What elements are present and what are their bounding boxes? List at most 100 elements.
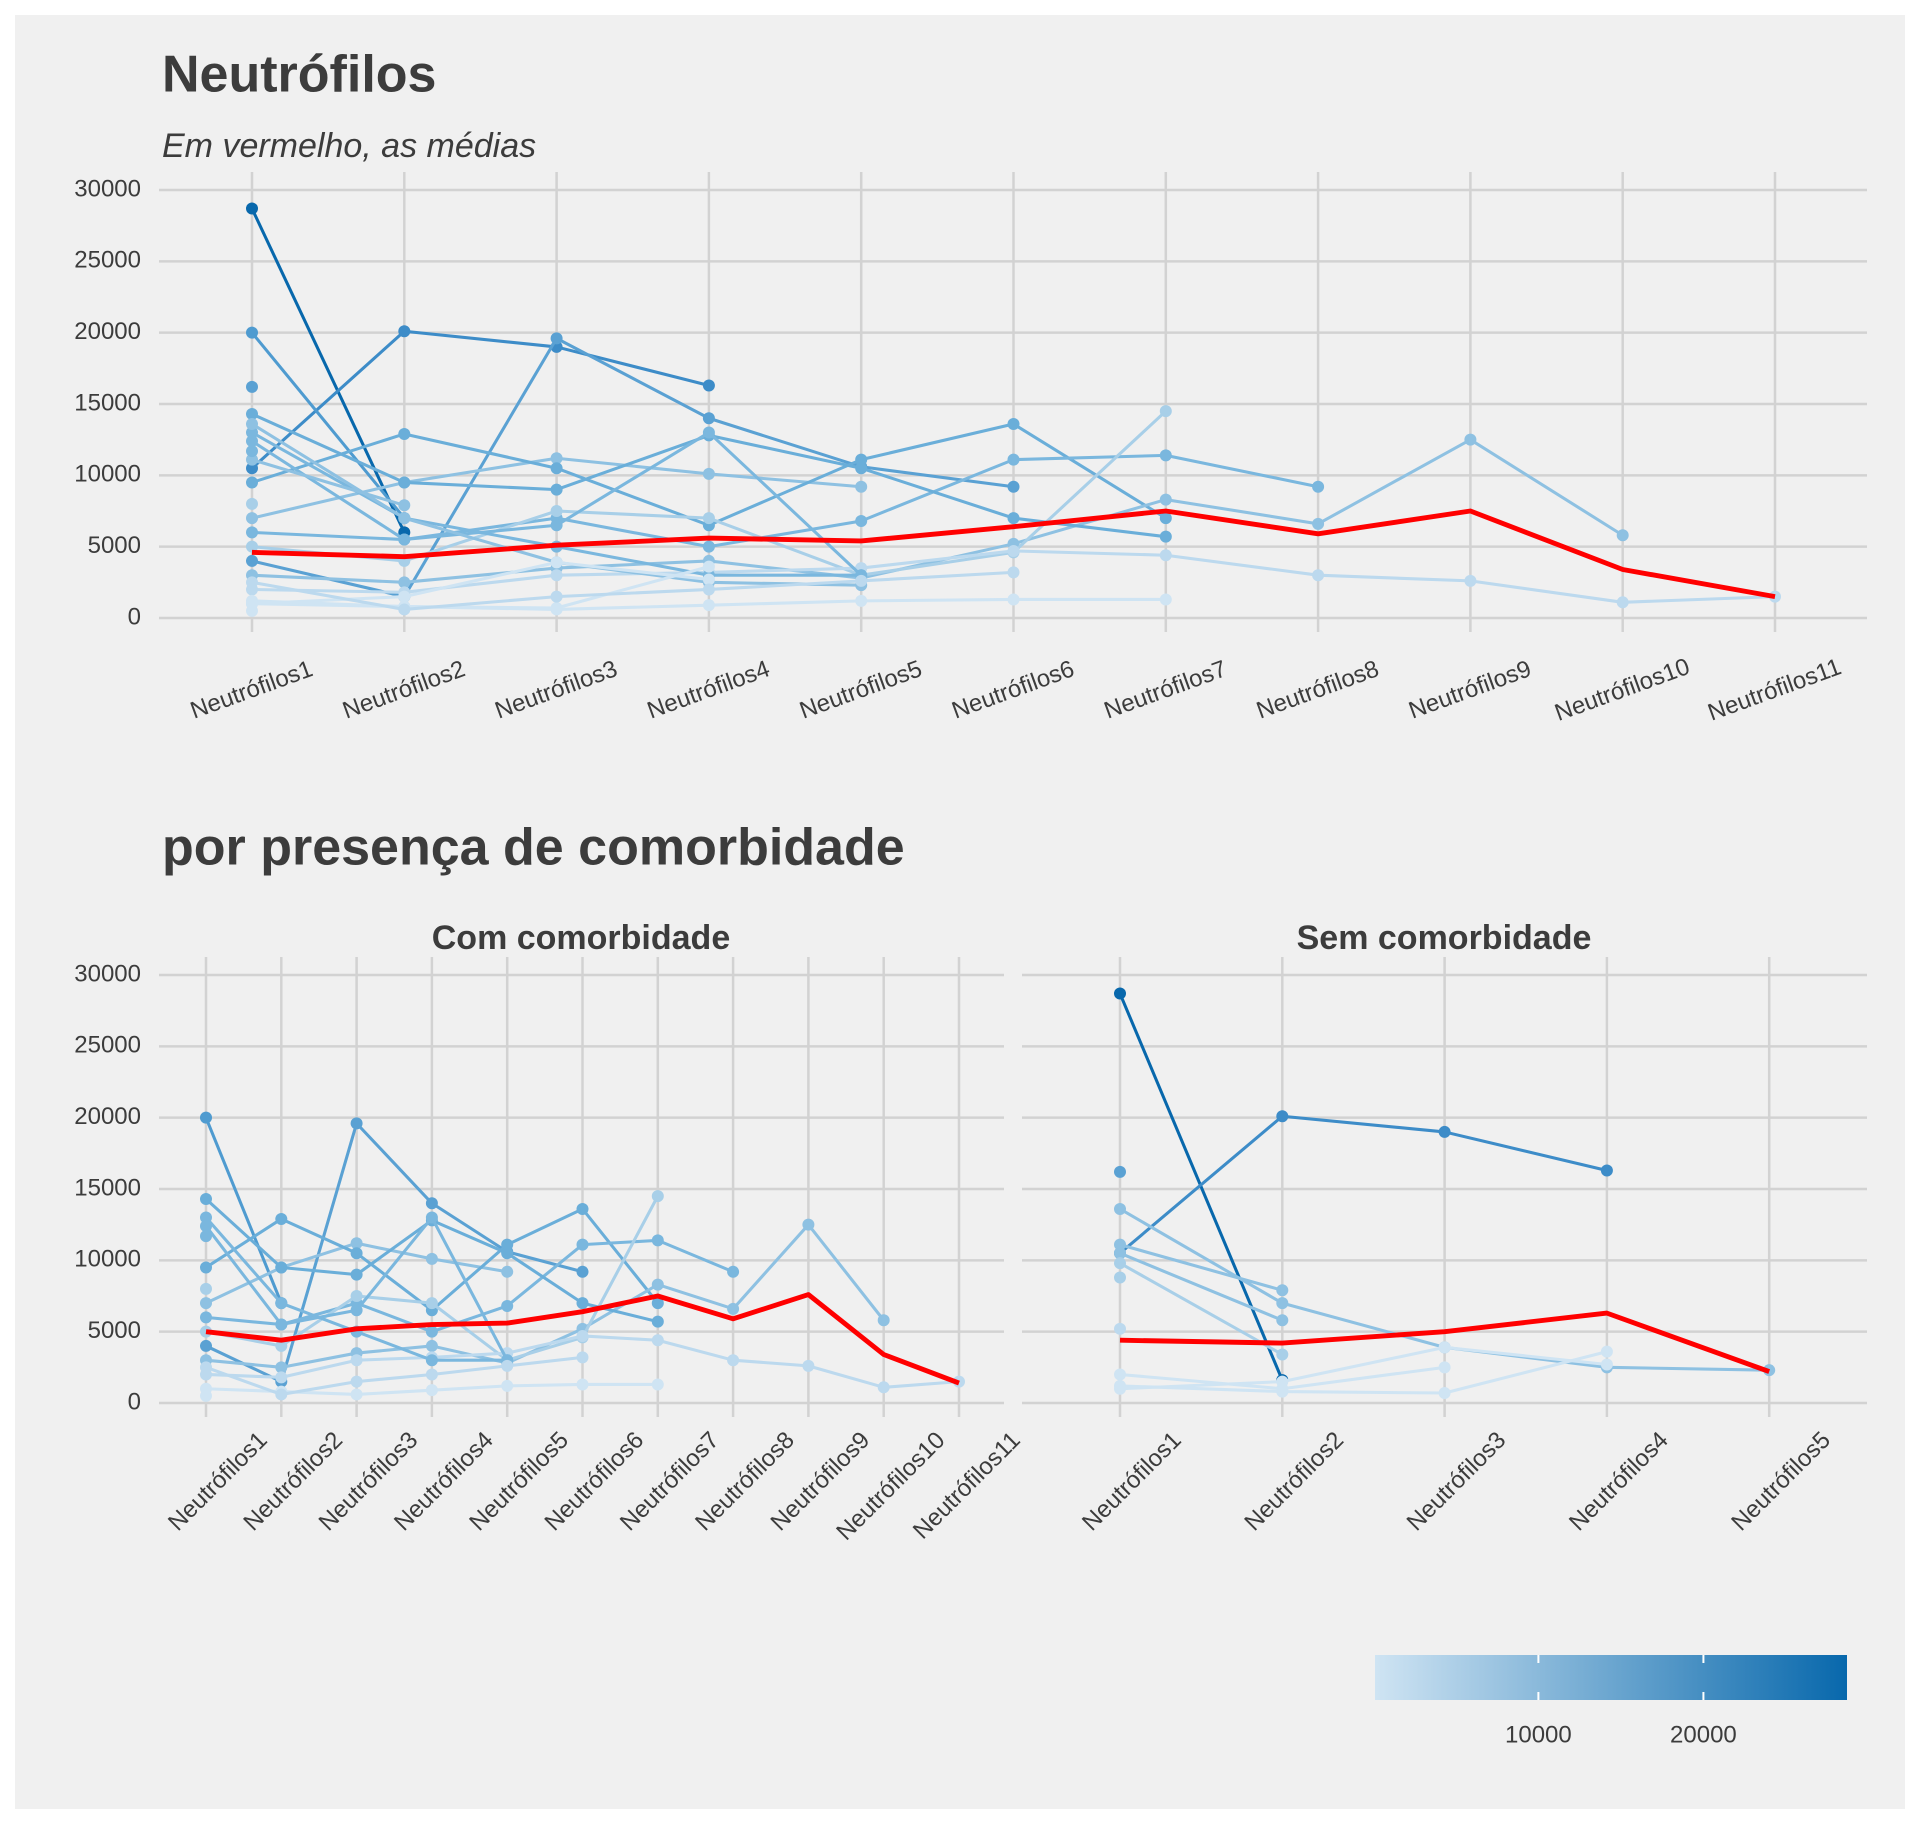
point [1464,433,1477,446]
point [1276,1348,1289,1361]
point [1159,405,1172,418]
line [1119,1243,1283,1292]
point [1007,480,1020,493]
series [1114,1322,1126,1335]
y-tick-label: 10000 [74,1246,141,1273]
point [727,1302,740,1315]
point [550,556,563,569]
point [246,435,258,448]
section-title: por presença de comorbidade [162,819,905,877]
y-tick-label: 20000 [74,1103,141,1130]
line [251,560,710,606]
point [501,1379,514,1392]
point [246,497,258,510]
point [1007,512,1020,525]
point [576,1265,589,1278]
point [501,1265,514,1278]
point [501,1359,514,1372]
point [350,1268,363,1281]
facet-title: Com comorbidade [432,919,730,957]
point [246,554,258,567]
point [550,452,563,465]
point [246,576,258,589]
point [350,1237,363,1250]
point [425,1252,438,1265]
point [246,445,258,458]
series [246,566,1020,616]
point [576,1329,589,1342]
point [550,332,563,345]
series [1114,1361,1451,1395]
point [1438,1387,1451,1400]
y-tick-label: 25000 [74,247,141,274]
point [275,1339,288,1352]
point [1616,596,1629,609]
point [651,1234,664,1247]
point [501,1238,514,1251]
line [1119,1251,1283,1322]
point [246,426,258,439]
y-tick-label: 25000 [74,1032,141,1059]
point [200,1311,212,1324]
line [1119,1310,1771,1374]
point [651,1378,664,1391]
point [702,583,715,596]
series [246,497,258,510]
series [200,1230,212,1243]
point [1114,1202,1126,1215]
point [275,1388,288,1401]
point [702,573,715,586]
point [1114,1257,1126,1270]
point [275,1261,288,1274]
point [425,1297,438,1310]
series [200,1282,212,1295]
point [1114,1165,1126,1178]
series [246,604,258,617]
point [350,1304,363,1317]
point [398,499,411,512]
y-tick-label: 5000 [88,1317,141,1344]
point [1600,1345,1613,1358]
point [246,526,258,539]
point [1276,1284,1289,1297]
line [205,1292,960,1386]
line [1119,1350,1608,1395]
line [1119,1114,1608,1255]
point [550,602,563,615]
point [246,604,258,617]
point [398,576,411,589]
point [576,1238,589,1251]
point [246,512,258,525]
point [1007,417,1020,430]
series [246,325,715,475]
series [1114,1247,1289,1327]
point [246,407,258,420]
point [1114,1247,1126,1260]
y-tick-label: 15000 [74,389,141,416]
line [250,207,406,534]
point [727,1265,740,1278]
point [200,1211,212,1224]
point [275,1297,288,1310]
point [651,1315,664,1328]
line [1119,1345,1608,1391]
point [550,569,563,582]
colorbar [1375,1655,1847,1700]
point [855,462,868,475]
series [1114,1257,1289,1361]
point [200,1282,212,1295]
point [702,560,715,573]
point [550,505,563,517]
point [550,483,563,496]
point [501,1247,514,1260]
point [702,512,715,525]
line [1119,1261,1284,1356]
point [1159,512,1172,525]
line [1118,992,1284,1381]
point [1114,1382,1126,1395]
point [576,1202,589,1215]
point [1276,1297,1289,1310]
series [246,426,868,582]
point [550,590,563,603]
